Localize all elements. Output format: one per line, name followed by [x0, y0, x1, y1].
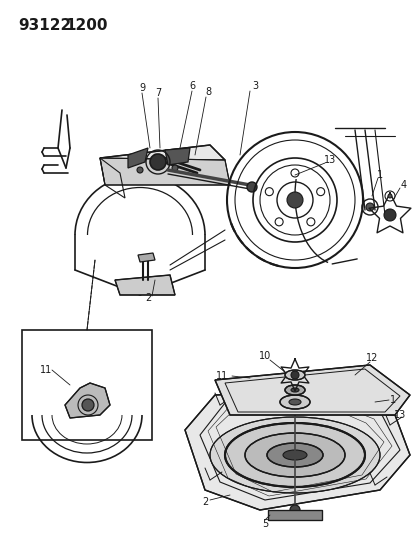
Polygon shape	[185, 390, 409, 510]
Circle shape	[289, 505, 299, 515]
Circle shape	[387, 194, 391, 198]
Ellipse shape	[279, 395, 309, 409]
Text: 11: 11	[40, 365, 52, 375]
Text: 93122: 93122	[18, 18, 71, 33]
Text: 11: 11	[215, 371, 228, 381]
Text: 1: 1	[389, 395, 395, 405]
Polygon shape	[100, 158, 230, 185]
Text: 12: 12	[365, 353, 377, 363]
Ellipse shape	[284, 385, 304, 395]
Ellipse shape	[209, 417, 379, 493]
Circle shape	[82, 399, 94, 411]
Polygon shape	[128, 148, 147, 168]
Circle shape	[286, 192, 302, 208]
Polygon shape	[115, 275, 175, 295]
Text: 7: 7	[154, 88, 161, 98]
Circle shape	[137, 167, 142, 173]
Text: 4: 4	[400, 180, 406, 190]
Text: 8: 8	[204, 87, 211, 97]
Ellipse shape	[244, 433, 344, 477]
Text: 10: 10	[258, 351, 271, 361]
Polygon shape	[165, 148, 190, 165]
Bar	[22, 330, 152, 440]
Text: 2: 2	[202, 497, 208, 507]
Text: 6: 6	[188, 81, 195, 91]
Ellipse shape	[284, 370, 304, 380]
Polygon shape	[214, 365, 409, 415]
Ellipse shape	[290, 388, 298, 392]
Ellipse shape	[288, 399, 300, 405]
Text: 9: 9	[139, 83, 145, 93]
Circle shape	[247, 182, 256, 192]
Text: 3: 3	[252, 81, 257, 91]
Polygon shape	[267, 510, 321, 520]
Circle shape	[171, 165, 178, 171]
Text: 2: 2	[145, 293, 151, 303]
Ellipse shape	[266, 443, 322, 467]
Circle shape	[365, 203, 373, 211]
Circle shape	[383, 209, 395, 221]
Circle shape	[150, 154, 166, 170]
Polygon shape	[65, 383, 110, 418]
Polygon shape	[138, 253, 154, 262]
Text: 5: 5	[261, 519, 268, 529]
Circle shape	[290, 371, 298, 379]
Text: 13: 13	[323, 155, 335, 165]
Text: 1: 1	[376, 170, 382, 180]
Text: 1200: 1200	[65, 18, 107, 33]
Polygon shape	[100, 145, 224, 173]
Ellipse shape	[282, 450, 306, 460]
Ellipse shape	[224, 423, 364, 487]
Text: 13: 13	[393, 410, 405, 420]
